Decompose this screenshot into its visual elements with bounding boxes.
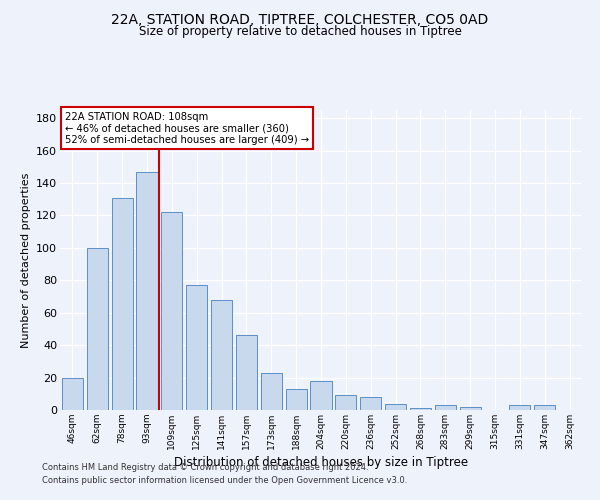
Bar xyxy=(385,404,406,410)
Text: Contains public sector information licensed under the Open Government Licence v3: Contains public sector information licen… xyxy=(42,476,407,485)
Bar xyxy=(286,389,307,410)
Bar xyxy=(62,378,83,410)
Y-axis label: Number of detached properties: Number of detached properties xyxy=(20,172,31,348)
Bar xyxy=(161,212,182,410)
Text: 22A, STATION ROAD, TIPTREE, COLCHESTER, CO5 0AD: 22A, STATION ROAD, TIPTREE, COLCHESTER, … xyxy=(112,12,488,26)
Bar xyxy=(211,300,232,410)
Bar xyxy=(335,396,356,410)
Bar xyxy=(236,336,257,410)
X-axis label: Distribution of detached houses by size in Tiptree: Distribution of detached houses by size … xyxy=(174,456,468,469)
Bar xyxy=(87,248,108,410)
Bar xyxy=(509,405,530,410)
Text: Contains HM Land Registry data © Crown copyright and database right 2024.: Contains HM Land Registry data © Crown c… xyxy=(42,464,368,472)
Text: Size of property relative to detached houses in Tiptree: Size of property relative to detached ho… xyxy=(139,25,461,38)
Bar xyxy=(310,381,332,410)
Bar xyxy=(460,407,481,410)
Bar xyxy=(410,408,431,410)
Bar xyxy=(435,405,456,410)
Bar xyxy=(261,372,282,410)
Bar xyxy=(360,397,381,410)
Bar xyxy=(534,405,555,410)
Text: 22A STATION ROAD: 108sqm
← 46% of detached houses are smaller (360)
52% of semi-: 22A STATION ROAD: 108sqm ← 46% of detach… xyxy=(65,112,310,144)
Bar xyxy=(136,172,158,410)
Bar xyxy=(186,285,207,410)
Bar xyxy=(112,198,133,410)
